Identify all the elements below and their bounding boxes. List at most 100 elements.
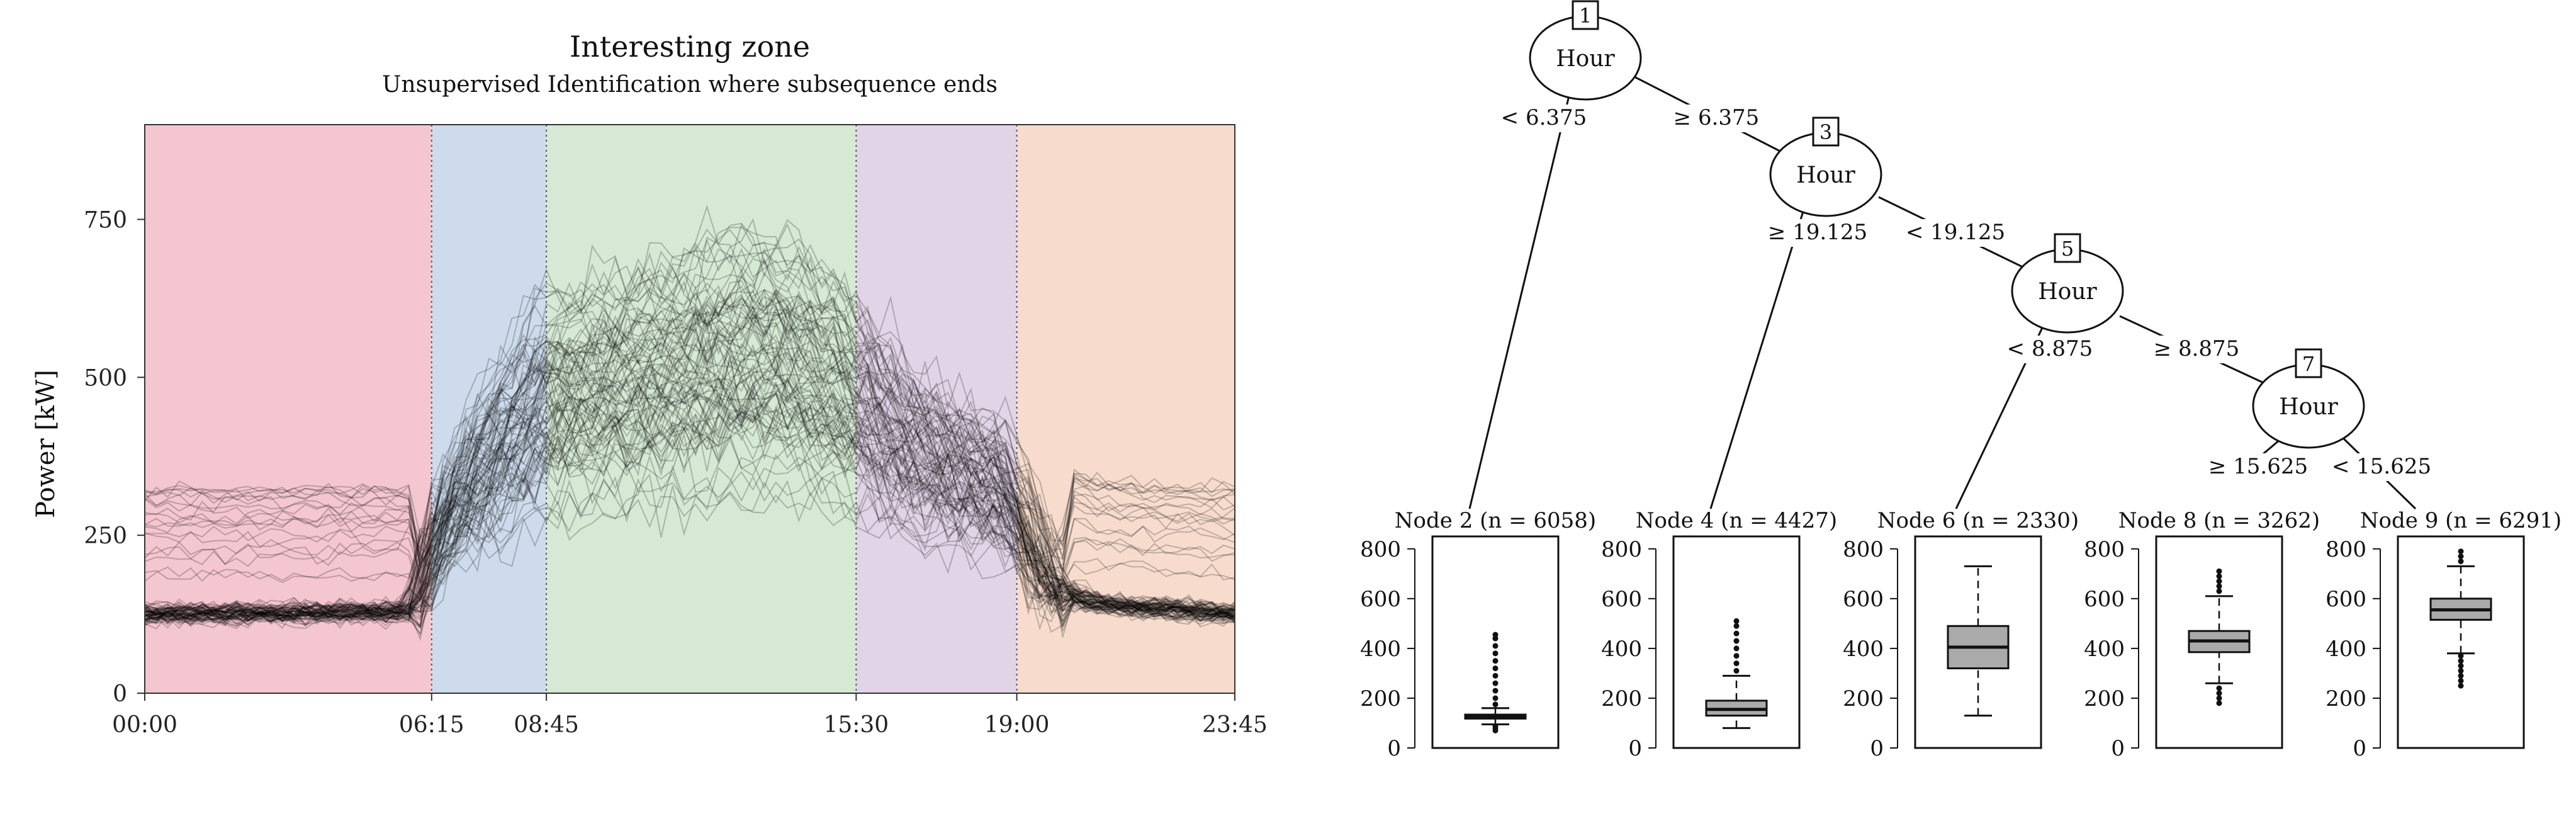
outlier-point: [2458, 553, 2464, 560]
leaf-y-tick-label: 600: [1360, 587, 1401, 612]
plot-frame: [144, 124, 1235, 694]
leaf-node-9: Node 9 (n = 6291) 0 200 400 600 800: [2326, 508, 2562, 761]
outlier-point: [2458, 677, 2464, 684]
series-line-89: [144, 285, 1235, 622]
series-line-7: [144, 247, 1235, 626]
leaf-label: Node 4 (n = 4427): [1636, 508, 1837, 533]
series-line-50: [144, 370, 1235, 625]
tree-node-id-box: [1572, 0, 1599, 30]
series-line-74: [144, 366, 1235, 618]
leaf-y-tick-label: 200: [1601, 686, 1642, 711]
series-line-79: [144, 354, 1235, 560]
outlier-point: [2458, 663, 2464, 669]
leaf-y-tick-label: 600: [1843, 587, 1884, 612]
leaf-y-tick-label: 200: [1843, 686, 1884, 711]
series-line-54: [144, 412, 1235, 636]
series-line-13: [144, 259, 1235, 623]
outlier-point: [1733, 638, 1740, 644]
series-line-19: [144, 328, 1235, 626]
series-line-31: [144, 382, 1235, 625]
series-line-40: [144, 383, 1235, 625]
series-line-70: [144, 454, 1235, 624]
series-line-26: [144, 351, 1235, 627]
leaf-y-tick-label: 400: [2084, 637, 2125, 662]
x-tick-label: 23:45: [1202, 712, 1268, 738]
zones-layer: [145, 125, 1235, 693]
outlier-point: [1492, 658, 1499, 664]
series-line-67: [144, 348, 1235, 565]
series-line-37: [144, 295, 1235, 575]
series-line-22: [144, 390, 1235, 618]
outlier-point: [2458, 658, 2464, 664]
x-tick-label: 06:15: [399, 712, 464, 738]
zone-2: [431, 125, 547, 693]
series-line-30: [144, 258, 1235, 584]
series-line-29: [144, 348, 1235, 571]
series-line-10: [144, 245, 1235, 620]
zone-5: [1016, 125, 1235, 693]
series-line-18: [144, 372, 1235, 629]
series-line-2: [144, 326, 1235, 587]
leaf-y-tick-label: 800: [1843, 537, 1884, 562]
series-line-90: [144, 396, 1235, 631]
y-axis-label: Power [kW]: [31, 370, 60, 518]
tree-node-id-box: [1812, 116, 1840, 147]
x-tick-label: 08:45: [514, 712, 579, 738]
tree-node-variable: Hour: [1556, 46, 1615, 72]
series-line-83: [144, 306, 1235, 618]
leaf-panel-frame: [1431, 535, 1560, 749]
outlier-point: [2216, 583, 2222, 589]
series-line-52: [144, 386, 1235, 627]
tree-edge-3-4: [1709, 201, 1808, 509]
x-ticks-layer: 00:00 06:15 08:45 15:30 19:00 23:45: [112, 693, 1268, 738]
series-line-42: [144, 479, 1235, 619]
series-line-53: [144, 305, 1235, 621]
leaf-panel-frame: [1672, 535, 1801, 749]
edge-label-7-8: ≥ 15.625: [2208, 454, 2308, 479]
leaf-y-tick-label: 800: [2326, 537, 2366, 562]
edge-label-5-7: ≥ 8.875: [2154, 336, 2240, 361]
leaf-y-tick-label: 0: [2353, 736, 2366, 761]
series-line-32: [144, 289, 1235, 622]
series-line-3: [144, 426, 1235, 630]
series-line-86: [144, 321, 1235, 575]
leaf-panel-frame: [2155, 535, 2283, 749]
edge-label-1-2: < 6.375: [1501, 105, 1587, 130]
zone-boundaries-layer: [430, 125, 1018, 693]
series-line-80: [144, 223, 1235, 629]
series-line-71: [144, 341, 1235, 574]
series-line-39: [144, 247, 1235, 624]
series-line-77: [144, 272, 1235, 619]
series-line-56: [144, 355, 1235, 623]
leaf-y-tick-label: 0: [1387, 736, 1401, 761]
decision-tree: < 6.375 ≥ 6.375 ≥ 19.125 < 19.125 < 8.875 ≥ 8…: [1360, 0, 2562, 761]
leaf-y-tick-label: 200: [1360, 686, 1401, 711]
series-line-61: [144, 382, 1235, 633]
series-line-87: [144, 311, 1235, 618]
zone-1: [145, 125, 432, 693]
edge-label-3-4: ≥ 19.125: [1768, 220, 1867, 245]
edge-label-bg: [1495, 105, 1593, 132]
series-line-36: [144, 388, 1235, 621]
outlier-point: [2216, 700, 2222, 706]
series-line-55: [144, 318, 1235, 630]
series-line-1: [144, 289, 1235, 615]
series-lines-layer: [144, 205, 1235, 642]
edge-label-1-3: ≥ 6.375: [1673, 105, 1760, 130]
outlier-point: [2216, 568, 2222, 574]
leaf-panel-frame: [2397, 535, 2525, 749]
edge-label-7-9: < 15.625: [2332, 454, 2431, 479]
series-line-68: [144, 305, 1235, 630]
tree-nodes-layer: Hour 1 Hour 3 Hour 5 Hour 7: [1529, 0, 2365, 449]
tree-node-id: 5: [2061, 237, 2074, 261]
y-tick-label: 500: [84, 365, 127, 391]
series-line-28: [144, 309, 1235, 616]
series-line-15: [144, 356, 1235, 638]
leaf-y-tick-label: 400: [2326, 637, 2366, 662]
outlier-point: [1733, 623, 1740, 629]
y-tick-label: 750: [84, 208, 127, 234]
series-line-48: [144, 392, 1235, 626]
series-line-66: [144, 349, 1235, 642]
leaf-y-tick-label: 800: [1601, 537, 1642, 562]
